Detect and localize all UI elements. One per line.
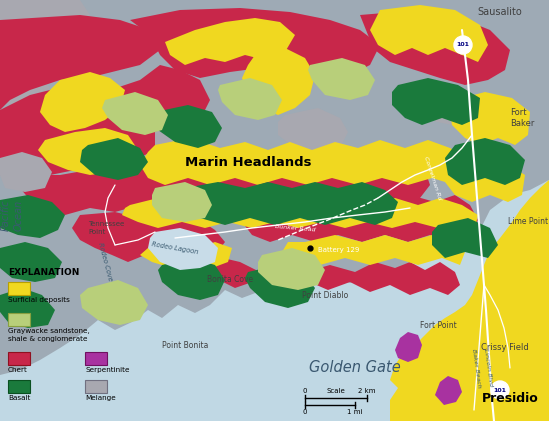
Text: Chert: Chert [8,367,28,373]
Text: Conzelman Rd: Conzelman Rd [423,156,441,200]
Text: Melange: Melange [85,395,116,401]
Text: Bunker Road: Bunker Road [274,224,315,232]
Text: Sausalito: Sausalito [478,7,523,17]
Text: Point Diablo: Point Diablo [302,290,348,299]
Polygon shape [258,248,325,290]
Polygon shape [0,0,549,375]
Polygon shape [242,195,478,242]
Text: Battery 129: Battery 129 [318,247,360,253]
Polygon shape [148,228,218,270]
Polygon shape [278,108,348,152]
Polygon shape [38,128,138,175]
Text: 0: 0 [302,409,307,415]
Circle shape [454,36,472,54]
Text: Golden Gate: Golden Gate [309,360,401,376]
Polygon shape [370,5,488,62]
Text: Fort Point: Fort Point [419,320,456,330]
Polygon shape [360,10,510,85]
Text: Rodeo Cove: Rodeo Cove [97,242,113,282]
Text: Point Bonita: Point Bonita [162,341,208,349]
Polygon shape [158,258,225,300]
Polygon shape [152,105,222,148]
Polygon shape [390,180,549,421]
Text: Rodeo Lagoon: Rodeo Lagoon [151,241,199,255]
Text: Surficial deposits: Surficial deposits [8,297,70,303]
Bar [8,282,30,295]
Text: Serpentinite: Serpentinite [85,367,130,373]
Polygon shape [152,182,212,222]
Text: 101: 101 [494,387,507,392]
Polygon shape [168,255,460,295]
Text: Pacific
Ocean: Pacific Ocean [1,199,24,231]
Text: Fort
Baker: Fort Baker [510,108,534,128]
Text: 0: 0 [302,388,307,394]
Text: Scale: Scale [327,388,345,394]
Polygon shape [390,348,428,390]
Polygon shape [245,265,315,308]
Polygon shape [155,122,218,162]
Text: 1 mi: 1 mi [348,409,363,415]
Polygon shape [0,288,55,328]
Bar [8,313,30,326]
Bar [85,380,107,393]
Polygon shape [140,138,470,185]
Polygon shape [445,138,525,185]
Text: Graywacke sandstone,: Graywacke sandstone, [8,328,89,334]
Text: EXPLANATION: EXPLANATION [8,268,80,277]
Polygon shape [80,138,148,180]
Polygon shape [0,0,90,72]
Text: Presidio: Presidio [481,392,539,405]
Polygon shape [0,242,62,282]
Polygon shape [282,235,465,265]
Polygon shape [72,212,225,262]
Polygon shape [122,198,478,228]
Polygon shape [0,15,160,110]
Polygon shape [140,242,232,268]
Polygon shape [308,58,375,100]
Polygon shape [165,18,295,65]
Polygon shape [0,65,50,108]
Text: Marin Headlands: Marin Headlands [185,155,311,168]
Circle shape [491,381,509,399]
Polygon shape [218,78,282,120]
Text: Tennessee
Point: Tennessee Point [88,221,124,234]
Polygon shape [178,182,398,225]
Polygon shape [395,332,422,362]
Polygon shape [432,218,498,258]
Polygon shape [102,92,168,135]
Text: 2 km: 2 km [358,388,376,394]
Polygon shape [242,48,315,115]
Polygon shape [0,195,65,238]
Polygon shape [450,92,530,145]
Polygon shape [0,65,210,178]
Bar [8,380,30,393]
Polygon shape [40,72,125,132]
Bar [85,352,107,365]
Polygon shape [20,148,430,215]
Polygon shape [0,152,52,192]
Bar [8,352,30,365]
Polygon shape [80,280,148,325]
Text: Lincoln Blvd: Lincoln Blvd [483,349,493,387]
Polygon shape [392,78,480,125]
Text: shale & conglomerate: shale & conglomerate [8,336,87,342]
Text: 101: 101 [457,43,469,48]
Polygon shape [445,155,525,202]
Text: Crissy Field: Crissy Field [481,344,529,352]
Polygon shape [130,8,380,80]
Text: Baker Beach: Baker Beach [470,348,481,388]
Text: Lime Point: Lime Point [508,218,548,226]
Text: Bonita Cove: Bonita Cove [207,275,253,285]
Text: Basalt: Basalt [8,395,30,401]
Polygon shape [410,82,478,125]
Polygon shape [435,376,462,405]
